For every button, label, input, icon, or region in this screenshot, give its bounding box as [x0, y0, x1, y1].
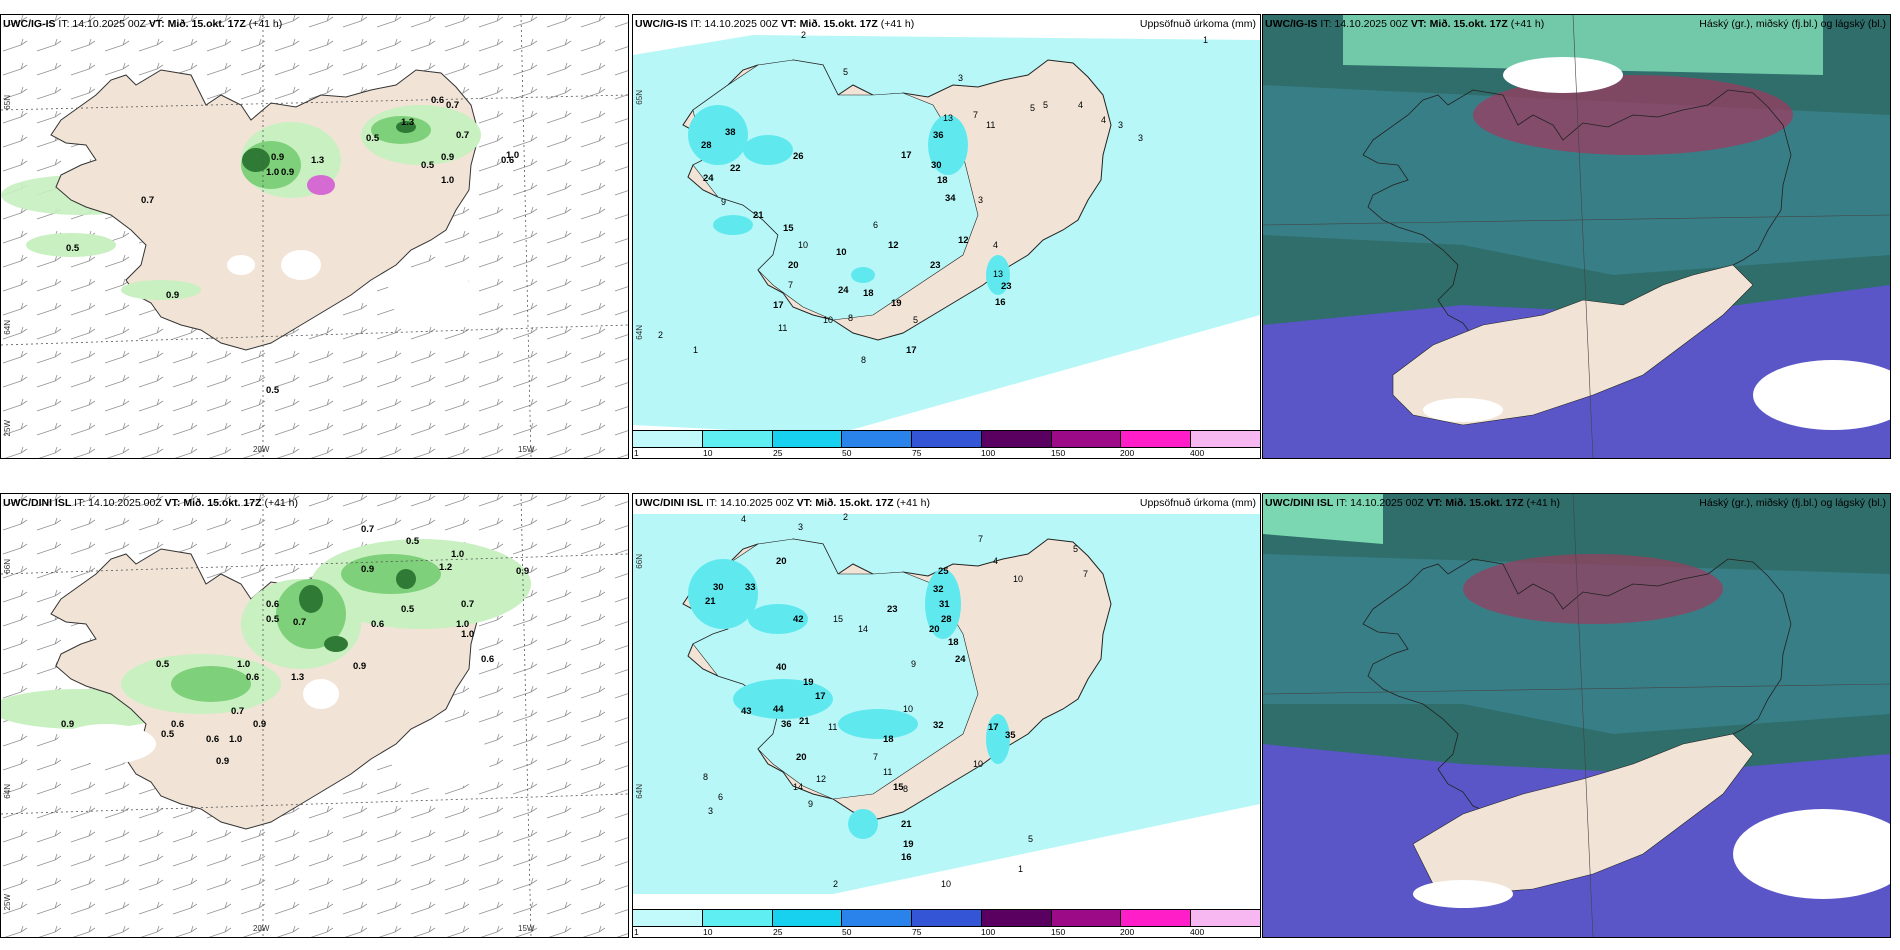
colorbar-segment — [842, 431, 913, 447]
colorbar-tick: 50 — [842, 927, 852, 937]
colorbar-segment — [1121, 910, 1192, 926]
lat-label-bottom: 64N — [635, 325, 644, 340]
colorbar-segment — [702, 910, 773, 926]
colorbar-tick: 1 — [634, 448, 639, 458]
panel-title: Háský (gr.), miðský (fj.bl.) og lágský (… — [1699, 497, 1886, 509]
accumulated-precip-map — [633, 15, 1260, 458]
colorbar-tick: 25 — [773, 448, 783, 458]
cloud-cover-map — [1263, 15, 1890, 458]
colorbar-segment — [981, 910, 1052, 926]
lat-label-bottom: 64N — [3, 320, 12, 335]
colorbar-segment — [633, 910, 703, 926]
panel-title: Háský (gr.), miðský (fj.bl.) og lágský (… — [1699, 18, 1886, 30]
colorbar-segment — [1191, 910, 1260, 926]
lat-label-top: 66N — [635, 554, 644, 569]
lon-label-mid: 20W — [253, 445, 270, 454]
colorbar-tick: 400 — [1190, 927, 1205, 937]
lat-label-bottom: 64N — [635, 784, 644, 799]
panel-title: Uppsöfnuð úrkoma (mm) — [1139, 497, 1256, 509]
panel-header: UWC/IG-IS IT: 14.10.2025 00Z VT: Mið. 15… — [3, 18, 283, 30]
precip-wind-map — [1, 15, 628, 458]
colorbar-tick: 75 — [912, 927, 922, 937]
panel-bottom-right: UWC/DINI ISL IT: 14.10.2025 00Z VT: Mið.… — [1262, 493, 1891, 938]
panel-header: UWC/DINI ISL IT: 14.10.2025 00Z VT: Mið.… — [635, 497, 931, 509]
lon-label-mid: 20W — [253, 924, 270, 933]
colorbar-tick: 75 — [912, 448, 922, 458]
precip-wind-map — [1, 494, 628, 937]
colorbar-tick: 200 — [1120, 927, 1135, 937]
panel-title: Uppsöfnuð úrkoma (mm) — [1139, 18, 1256, 30]
lat-label-top: 65N — [635, 90, 644, 105]
colorbar-segment — [702, 431, 773, 447]
colorbar — [633, 430, 1260, 448]
accumulated-precip-map — [633, 494, 1260, 937]
colorbar-segment — [1191, 431, 1260, 447]
panel-header: UWC/IG-IS IT: 14.10.2025 00Z VT: Mið. 15… — [635, 18, 915, 30]
panel-header: UWC/IG-IS IT: 14.10.2025 00Z VT: Mið. 15… — [1265, 18, 1545, 30]
colorbar-segment — [1051, 910, 1122, 926]
panel-top-middle: UWC/IG-IS IT: 14.10.2025 00Z VT: Mið. 15… — [632, 14, 1261, 459]
panel-top-right: UWC/IG-IS IT: 14.10.2025 00Z VT: Mið. 15… — [1262, 14, 1891, 459]
colorbar-segment — [981, 431, 1052, 447]
lon-label-left: 25W — [3, 894, 12, 911]
panel-top-left: UWC/IG-IS IT: 14.10.2025 00Z VT: Mið. 15… — [0, 14, 629, 459]
colorbar-segment — [1051, 431, 1122, 447]
colorbar-tick: 400 — [1190, 448, 1205, 458]
colorbar-segment — [633, 431, 703, 447]
colorbar-segment — [772, 431, 843, 447]
colorbar-segment — [842, 910, 913, 926]
panel-header: UWC/DINI ISL IT: 14.10.2025 00Z VT: Mið.… — [3, 497, 299, 509]
colorbar-ticks: 1 10 25 50 75 100 150 200 400 — [633, 448, 1260, 458]
colorbar-ticks: 1 10 25 50 75 100 150 200 400 — [633, 927, 1260, 937]
lon-label-right: 15W — [518, 445, 535, 454]
colorbar-tick: 10 — [703, 448, 713, 458]
lon-label-left: 25W — [3, 420, 12, 437]
colorbar-segment — [912, 431, 982, 447]
colorbar-segment — [772, 910, 843, 926]
panel-header: UWC/DINI ISL IT: 14.10.2025 00Z VT: Mið.… — [1265, 497, 1561, 509]
lon-label-right: 15W — [518, 924, 535, 933]
lat-label-top: 65N — [3, 95, 12, 110]
colorbar-tick: 200 — [1120, 448, 1135, 458]
colorbar-tick: 50 — [842, 448, 852, 458]
panel-bottom-left: UWC/DINI ISL IT: 14.10.2025 00Z VT: Mið.… — [0, 493, 629, 938]
colorbar-tick: 100 — [981, 927, 996, 937]
cloud-cover-map — [1263, 494, 1890, 937]
lat-label-bottom: 64N — [3, 784, 12, 799]
colorbar-segment — [1121, 431, 1192, 447]
colorbar-tick: 150 — [1051, 448, 1066, 458]
panel-bottom-middle: UWC/DINI ISL IT: 14.10.2025 00Z VT: Mið.… — [632, 493, 1261, 938]
colorbar-tick: 1 — [634, 927, 639, 937]
colorbar-tick: 150 — [1051, 927, 1066, 937]
colorbar — [633, 909, 1260, 927]
colorbar-tick: 25 — [773, 927, 783, 937]
lat-label-top: 66N — [3, 559, 12, 574]
colorbar-tick: 100 — [981, 448, 996, 458]
colorbar-segment — [912, 910, 982, 926]
colorbar-tick: 10 — [703, 927, 713, 937]
